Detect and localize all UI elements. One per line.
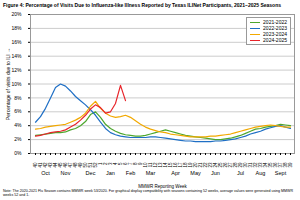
svg-text:MMWR Reporting Week: MMWR Reporting Week: [138, 184, 187, 189]
svg-text:31: 31: [247, 162, 253, 168]
svg-text:50: 50: [82, 162, 88, 168]
svg-text:16: 16: [172, 162, 178, 168]
svg-text:29: 29: [237, 162, 243, 168]
svg-text:8: 8: [132, 162, 138, 165]
svg-text:12: 12: [152, 162, 158, 168]
svg-text:5: 5: [117, 162, 123, 165]
svg-text:6: 6: [122, 162, 128, 165]
svg-text:20: 20: [192, 162, 198, 168]
svg-text:1: 1: [97, 162, 103, 165]
html-text:2024-2025: 2024-2025: [263, 37, 287, 43]
svg-text:21: 21: [197, 162, 203, 168]
svg-text:14%: 14%: [11, 53, 22, 59]
svg-text:10: 10: [142, 162, 148, 168]
svg-text:Mar: Mar: [146, 170, 156, 176]
svg-text:42: 42: [42, 162, 48, 168]
svg-text:Feb: Feb: [126, 170, 135, 176]
svg-text:41: 41: [37, 162, 43, 168]
svg-text:35: 35: [267, 162, 273, 168]
svg-text:19: 19: [187, 162, 193, 168]
svg-text:17: 17: [177, 162, 183, 168]
svg-text:13: 13: [157, 162, 163, 168]
svg-text:43: 43: [47, 162, 53, 168]
svg-text:15: 15: [167, 162, 173, 168]
svg-text:32: 32: [252, 162, 258, 168]
svg-text:36: 36: [272, 162, 278, 168]
svg-text:Aug: Aug: [256, 170, 266, 176]
svg-text:6%: 6%: [14, 108, 22, 114]
svg-text:24: 24: [212, 162, 218, 168]
svg-text:47: 47: [67, 162, 73, 168]
svg-text:49: 49: [77, 162, 83, 168]
svg-text:Nov: Nov: [61, 170, 71, 176]
svg-text:Percentage of visits due to IL: Percentage of visits due to ILI →: [5, 48, 11, 120]
svg-text:46: 46: [62, 162, 68, 168]
svg-text:Jul: Jul: [237, 170, 244, 176]
svg-text:23: 23: [207, 162, 213, 168]
svg-text:40: 40: [32, 162, 38, 168]
svg-text:Jan: Jan: [106, 170, 115, 176]
svg-text:Oct: Oct: [41, 170, 50, 176]
svg-text:2: 2: [102, 162, 108, 165]
html-text:2021-2022: 2021-2022: [263, 19, 287, 25]
svg-text:2%: 2%: [14, 136, 22, 142]
svg-text:May: May: [190, 170, 201, 176]
svg-text:7: 7: [127, 162, 133, 165]
svg-text:3: 3: [107, 162, 113, 165]
svg-text:Sept: Sept: [275, 170, 287, 176]
svg-text:12%: 12%: [11, 67, 22, 73]
svg-text:4%: 4%: [14, 122, 22, 128]
svg-text:33: 33: [257, 162, 263, 168]
svg-text:10%: 10%: [11, 81, 22, 87]
svg-text:8%: 8%: [14, 95, 22, 101]
svg-text:48: 48: [72, 162, 78, 168]
svg-text:30: 30: [242, 162, 248, 168]
svg-text:25: 25: [217, 162, 223, 168]
html-text:Figure 4: Percentage of Visits: Figure 4: Percentage of Visits Due to In…: [3, 2, 281, 8]
svg-text:44: 44: [52, 162, 58, 168]
svg-text:27: 27: [227, 162, 233, 168]
svg-text:20%: 20%: [11, 11, 22, 17]
html-text:Note: The 2020-2021 Flu Season: Note: The 2020-2021 Flu Season contains …: [3, 189, 293, 198]
svg-text:11: 11: [147, 162, 153, 168]
svg-text:4: 4: [112, 162, 118, 165]
svg-text:26: 26: [222, 162, 228, 168]
html-text:2023-2024: 2023-2024: [263, 31, 287, 37]
svg-text:Dec: Dec: [86, 170, 96, 176]
html-text:2022-2023: 2022-2023: [263, 25, 287, 31]
svg-text:39: 39: [288, 162, 293, 168]
svg-text:45: 45: [57, 162, 63, 168]
svg-text:16%: 16%: [11, 39, 22, 45]
svg-text:22: 22: [202, 162, 208, 168]
svg-text:34: 34: [262, 162, 268, 168]
svg-text:Jun: Jun: [211, 170, 220, 176]
svg-text:18%: 18%: [11, 25, 22, 31]
svg-text:51: 51: [87, 162, 93, 168]
svg-text:14: 14: [162, 162, 168, 168]
svg-text:37: 37: [277, 162, 283, 168]
svg-text:18: 18: [182, 162, 188, 168]
svg-text:9: 9: [137, 162, 143, 165]
svg-text:38: 38: [282, 162, 288, 168]
svg-text:0%: 0%: [14, 150, 22, 156]
svg-text:28: 28: [232, 162, 238, 168]
svg-text:52: 52: [92, 162, 98, 168]
svg-text:Apr: Apr: [171, 170, 180, 176]
